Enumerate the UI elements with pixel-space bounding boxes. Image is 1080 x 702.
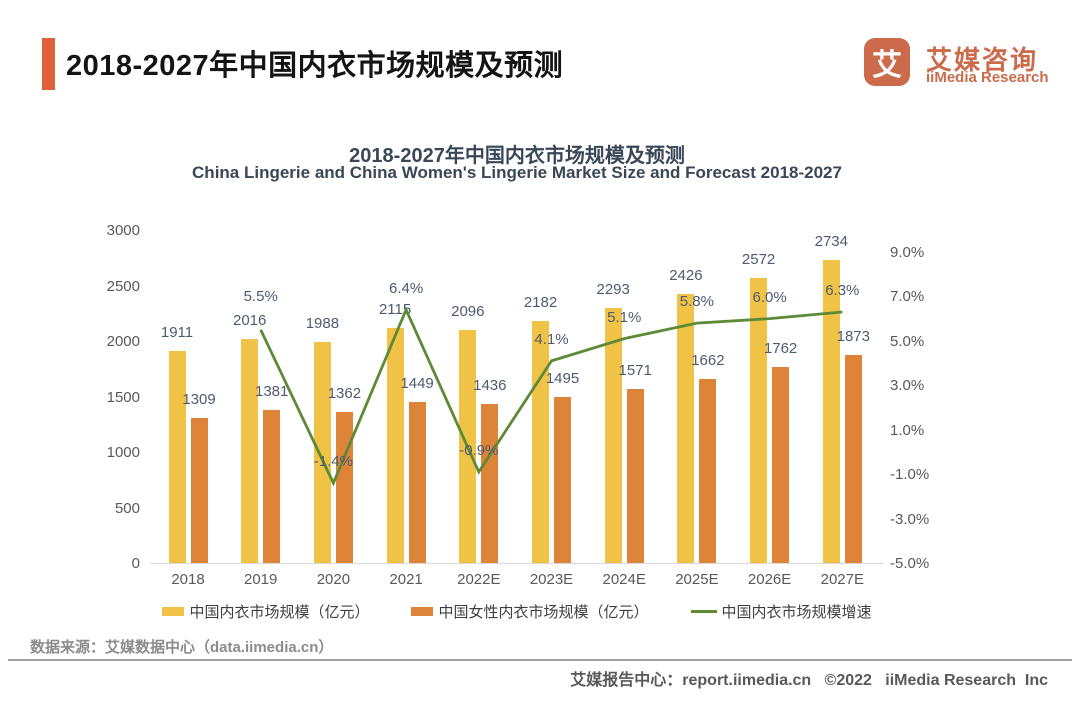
brand-name-cn: 艾媒咨询 bbox=[926, 45, 1039, 75]
x-axis-label: 2018 bbox=[171, 571, 205, 588]
x-axis-label: 2022E bbox=[457, 571, 501, 588]
bar-value-label: 2293 bbox=[596, 281, 630, 299]
left-axis-tick: 2500 bbox=[106, 277, 140, 295]
legend-label: 中国内衣市场规模（亿元） bbox=[189, 604, 370, 621]
legend-item-growth-rate: 中国内衣市场规模增速 bbox=[690, 601, 872, 622]
orange-bar-swatch-icon bbox=[411, 607, 434, 616]
x-axis-label: 2020 bbox=[316, 571, 351, 588]
bar-value-label: 2096 bbox=[451, 303, 485, 321]
women-market-size-bar bbox=[626, 388, 644, 563]
left-axis-tick: 3000 bbox=[106, 222, 140, 239]
bar-value-label: 1988 bbox=[305, 315, 340, 333]
bar-value-label: 1873 bbox=[836, 328, 870, 346]
growth-value-label: 4.1% bbox=[534, 330, 569, 348]
bar-value-label: 1662 bbox=[691, 351, 725, 369]
left-axis-tick: 0 bbox=[131, 555, 140, 572]
right-axis-tick: 1.0% bbox=[890, 421, 925, 439]
women-market-size-bar bbox=[190, 417, 208, 563]
growth-value-label: 6.0% bbox=[752, 288, 787, 306]
bar-value-label: 1309 bbox=[182, 390, 216, 408]
market-size-bar bbox=[677, 293, 695, 563]
chart-subtitle: China Lingerie and China Women's Lingeri… bbox=[192, 163, 842, 182]
growth-value-label: 6.4% bbox=[388, 279, 424, 297]
right-axis-tick: -5.0% bbox=[890, 555, 930, 572]
footer-divider bbox=[8, 659, 1072, 661]
x-axis-label: 2021 bbox=[389, 571, 423, 588]
market-size-bar bbox=[313, 342, 331, 563]
x-axis-label: 2025E bbox=[675, 571, 719, 588]
left-axis-tick: 2000 bbox=[106, 333, 140, 350]
bar-value-label: 1495 bbox=[545, 370, 580, 388]
women-market-size-bar bbox=[699, 378, 717, 563]
legend-label: 中国女性内衣市场规模（亿元） bbox=[438, 604, 649, 621]
women-market-size-bar bbox=[554, 397, 571, 563]
report-center-note: 艾媒报告中心：report.iimedia.cn ©2022 iiMedia R… bbox=[570, 672, 1048, 689]
women-market-size-bar bbox=[481, 403, 499, 563]
left-axis-tick: 1500 bbox=[106, 388, 140, 406]
x-axis-label: 2027E bbox=[820, 571, 864, 588]
bar-value-label: 1911 bbox=[160, 323, 194, 341]
brand-name-en: iiMedia Research bbox=[926, 69, 1049, 86]
right-axis-tick: -1.0% bbox=[890, 466, 930, 484]
chart-title: 2018-2027年中国内衣市场规模及预测 bbox=[349, 145, 685, 167]
right-axis-tick: 3.0% bbox=[890, 377, 925, 395]
iimedia-logo-icon: 艾 bbox=[864, 38, 910, 86]
logo-glyph: 艾 bbox=[872, 49, 902, 82]
growth-value-label: 5.1% bbox=[607, 308, 642, 326]
market-size-bar bbox=[386, 328, 404, 563]
bar-value-label: 1762 bbox=[763, 340, 798, 358]
bar-value-label: 1449 bbox=[400, 375, 434, 393]
market-size-bar bbox=[750, 277, 768, 563]
green-line-swatch-icon bbox=[690, 610, 717, 613]
legend-item-women-market-size: 中国女性内衣市场规模（亿元） bbox=[411, 601, 649, 622]
right-axis-tick: -3.0% bbox=[890, 510, 930, 528]
women-market-size-bar bbox=[772, 367, 790, 563]
left-axis-tick: 1000 bbox=[106, 444, 140, 461]
growth-value-label: 6.3% bbox=[825, 281, 860, 299]
growth-value-label: -0.9% bbox=[459, 441, 499, 459]
right-axis-tick: 9.0% bbox=[890, 244, 925, 261]
market-size-bar bbox=[532, 320, 549, 563]
bar-value-label: 1381 bbox=[255, 382, 289, 400]
growth-value-label: 5.8% bbox=[679, 293, 714, 311]
women-market-size-bar bbox=[263, 409, 281, 563]
chart-legend: 中国内衣市场规模（亿元） 中国女性内衣市场规模（亿元） 中国内衣市场规模增速 bbox=[0, 601, 1034, 622]
market-size-bar bbox=[168, 350, 186, 563]
bar-value-label: 1436 bbox=[473, 376, 507, 394]
market-size-bar bbox=[241, 339, 259, 563]
women-market-size-bar bbox=[844, 355, 862, 563]
market-size-bar bbox=[822, 259, 840, 563]
yellow-bar-swatch-icon bbox=[162, 607, 185, 616]
legend-label: 中国内衣市场规模增速 bbox=[721, 604, 872, 621]
data-source-note: 数据来源：艾媒数据中心（data.iimedia.cn） bbox=[30, 639, 334, 656]
x-axis-label: 2024E bbox=[602, 571, 646, 588]
bar-value-label: 2182 bbox=[523, 293, 558, 311]
right-axis-tick: 7.0% bbox=[890, 288, 925, 306]
bar-value-label: 1571 bbox=[618, 361, 652, 379]
bar-value-label: 2426 bbox=[669, 266, 703, 284]
bar-value-label: 1362 bbox=[327, 384, 362, 402]
x-axis-label: 2019 bbox=[244, 571, 278, 588]
women-market-size-bar bbox=[408, 402, 426, 563]
bar-value-label: 2016 bbox=[233, 312, 267, 330]
left-axis-tick: 500 bbox=[114, 499, 140, 517]
growth-value-label: 5.5% bbox=[243, 287, 278, 305]
bar-value-label: 2734 bbox=[814, 232, 848, 250]
legend-item-market-size: 中国内衣市场规模（亿元） bbox=[162, 601, 369, 622]
x-axis-label: 2023E bbox=[529, 571, 574, 588]
market-size-bar bbox=[604, 308, 622, 563]
growth-line-path bbox=[259, 306, 843, 487]
right-axis-tick: 5.0% bbox=[890, 332, 925, 350]
growth-value-label: -1.4% bbox=[313, 453, 353, 471]
x-axis-line bbox=[150, 563, 884, 564]
page-title: 2018-2027年中国内衣市场规模及预测 bbox=[66, 50, 564, 82]
bar-value-label: 2572 bbox=[741, 250, 776, 268]
header-accent-bar bbox=[42, 38, 55, 90]
x-axis-label: 2026E bbox=[747, 571, 792, 588]
